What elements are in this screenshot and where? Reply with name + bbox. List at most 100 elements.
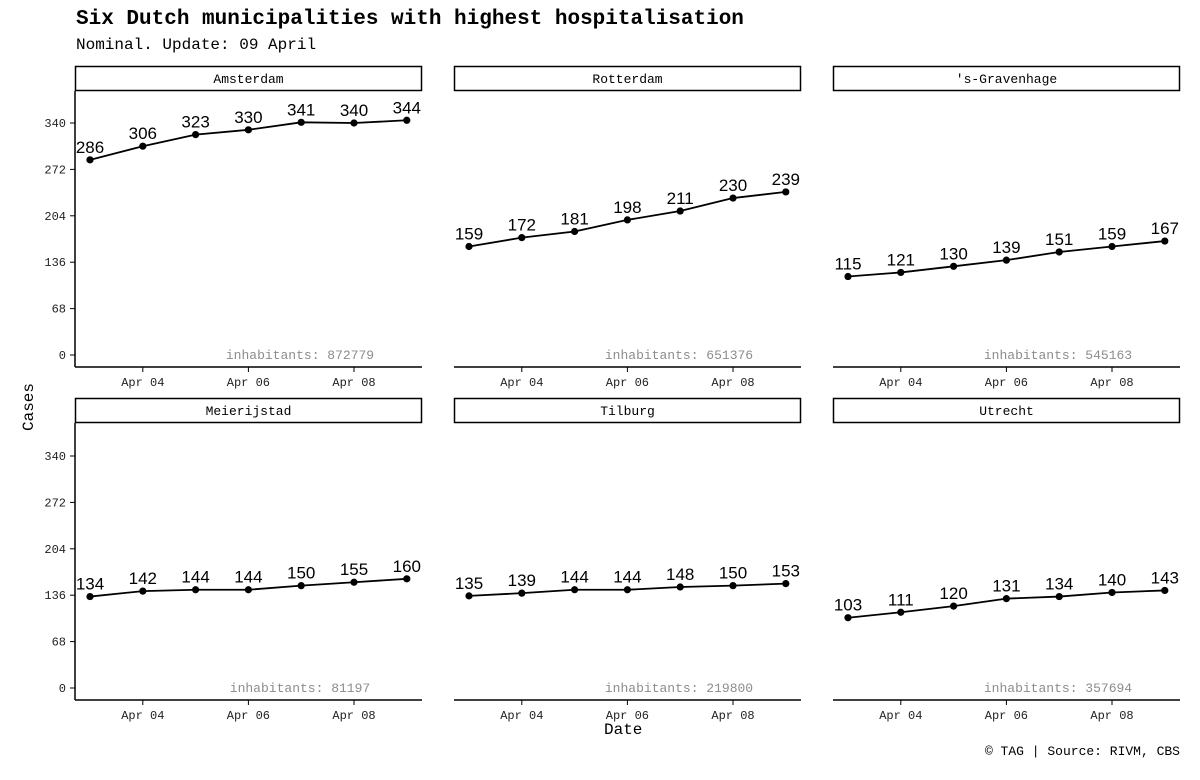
data-point [623, 586, 632, 594]
data-point [1002, 595, 1011, 603]
data-label: 167 [1151, 219, 1179, 238]
data-point [1108, 242, 1116, 251]
y-tick-label: 0 [59, 682, 66, 696]
data-label: 142 [129, 569, 157, 588]
panel-title-amsterdam: Amsterdam [213, 72, 283, 87]
data-point [403, 116, 411, 124]
data-label: 172 [508, 216, 536, 235]
data-label: 103 [834, 596, 862, 615]
source-caption: © TAG | Source: RIVM, CBS [984, 744, 1180, 759]
data-point [192, 131, 200, 139]
x-tick-label: Apr 04 [121, 376, 164, 390]
data-label: 344 [393, 98, 421, 117]
data-point [518, 589, 526, 597]
data-point [844, 272, 852, 281]
data-label: 115 [834, 255, 861, 274]
panel-strip-meierijstad [74, 397, 423, 424]
x-tick-label: Apr 06 [606, 376, 649, 390]
x-tick-label: Apr 08 [711, 709, 754, 723]
data-point [518, 234, 526, 242]
x-tick-label: Apr 06 [985, 376, 1028, 390]
data-label: 159 [455, 225, 483, 244]
panel-title-meierijstad: Meierijstad [206, 404, 292, 419]
panel-title-tilburg: Tilburg [600, 404, 655, 419]
data-point [782, 580, 790, 588]
x-tick-label: Apr 06 [227, 709, 270, 723]
data-point [403, 575, 411, 583]
data-label: 153 [772, 562, 800, 581]
data-point [1055, 248, 1063, 256]
data-label: 198 [613, 198, 641, 217]
panel-strip-s-gravenhage [832, 65, 1181, 92]
data-label: 144 [181, 568, 209, 587]
data-point [729, 582, 737, 590]
x-tick-label: Apr 08 [332, 709, 375, 723]
data-point [465, 242, 473, 251]
y-tick-label: 136 [44, 589, 66, 603]
data-label: 330 [234, 108, 262, 127]
data-point [297, 582, 305, 590]
data-point [297, 118, 305, 126]
data-point [1002, 256, 1011, 264]
inhabitants-label-s-gravenhage: inhabitants: 545163 [984, 348, 1132, 363]
y-tick-label: 272 [44, 496, 66, 510]
data-point [350, 578, 358, 586]
y-tick-label: 136 [44, 256, 66, 270]
data-point [782, 188, 790, 196]
data-point [244, 126, 252, 134]
data-point [1108, 588, 1116, 597]
data-label: 139 [508, 571, 536, 590]
data-point [1055, 592, 1063, 601]
data-label: 139 [992, 238, 1020, 257]
data-point [571, 586, 579, 594]
data-label: 160 [393, 557, 421, 576]
y-tick-label: 204 [44, 543, 66, 557]
data-label: 181 [560, 209, 588, 228]
panel-title-s-gravenhage: 's-Gravenhage [956, 72, 1057, 87]
data-point [676, 207, 684, 215]
data-label: 230 [719, 176, 747, 195]
data-point [950, 602, 958, 610]
panel-strip-rotterdam [453, 65, 802, 92]
data-point [86, 592, 94, 601]
panel-strip-amsterdam [74, 65, 423, 92]
data-point [571, 227, 579, 236]
data-point [897, 268, 905, 277]
y-tick-label: 204 [44, 210, 66, 224]
x-tick-label: Apr 04 [121, 709, 164, 723]
chart-subtitle: Nominal. Update: 09 April [76, 36, 317, 54]
y-tick-label: 68 [52, 636, 66, 650]
y-axis-label: Cases [20, 382, 39, 432]
panel-strip-utrecht [832, 397, 1181, 424]
data-label: 135 [455, 574, 483, 593]
data-label: 131 [992, 577, 1020, 596]
data-point [86, 156, 94, 164]
inhabitants-label-utrecht: inhabitants: 357694 [984, 681, 1132, 696]
data-point [192, 586, 200, 594]
data-label: 155 [340, 560, 368, 579]
data-point [676, 583, 684, 591]
x-tick-label: Apr 08 [711, 376, 754, 390]
inhabitants-label-amsterdam: inhabitants: 872779 [226, 348, 374, 363]
data-label: 341 [287, 100, 315, 119]
x-tick-label: Apr 04 [500, 376, 543, 390]
x-tick-label: Apr 06 [227, 376, 270, 390]
panel-title-rotterdam: Rotterdam [592, 72, 662, 87]
inhabitants-label-tilburg: inhabitants: 219800 [605, 681, 753, 696]
data-point [729, 194, 737, 202]
data-label: 120 [939, 584, 967, 603]
data-label: 121 [887, 250, 915, 269]
x-tick-label: Apr 06 [606, 709, 649, 723]
data-label: 130 [939, 244, 967, 263]
data-point [244, 586, 252, 594]
x-tick-label: Apr 04 [879, 709, 922, 723]
x-tick-label: Apr 08 [1090, 709, 1133, 723]
panel-title-utrecht: Utrecht [979, 404, 1034, 419]
panel-strip-tilburg [453, 397, 802, 424]
data-point [1161, 586, 1169, 595]
data-label: 286 [76, 138, 104, 157]
data-point [1161, 237, 1169, 245]
data-label: 144 [613, 568, 641, 587]
data-label: 134 [1045, 575, 1073, 594]
